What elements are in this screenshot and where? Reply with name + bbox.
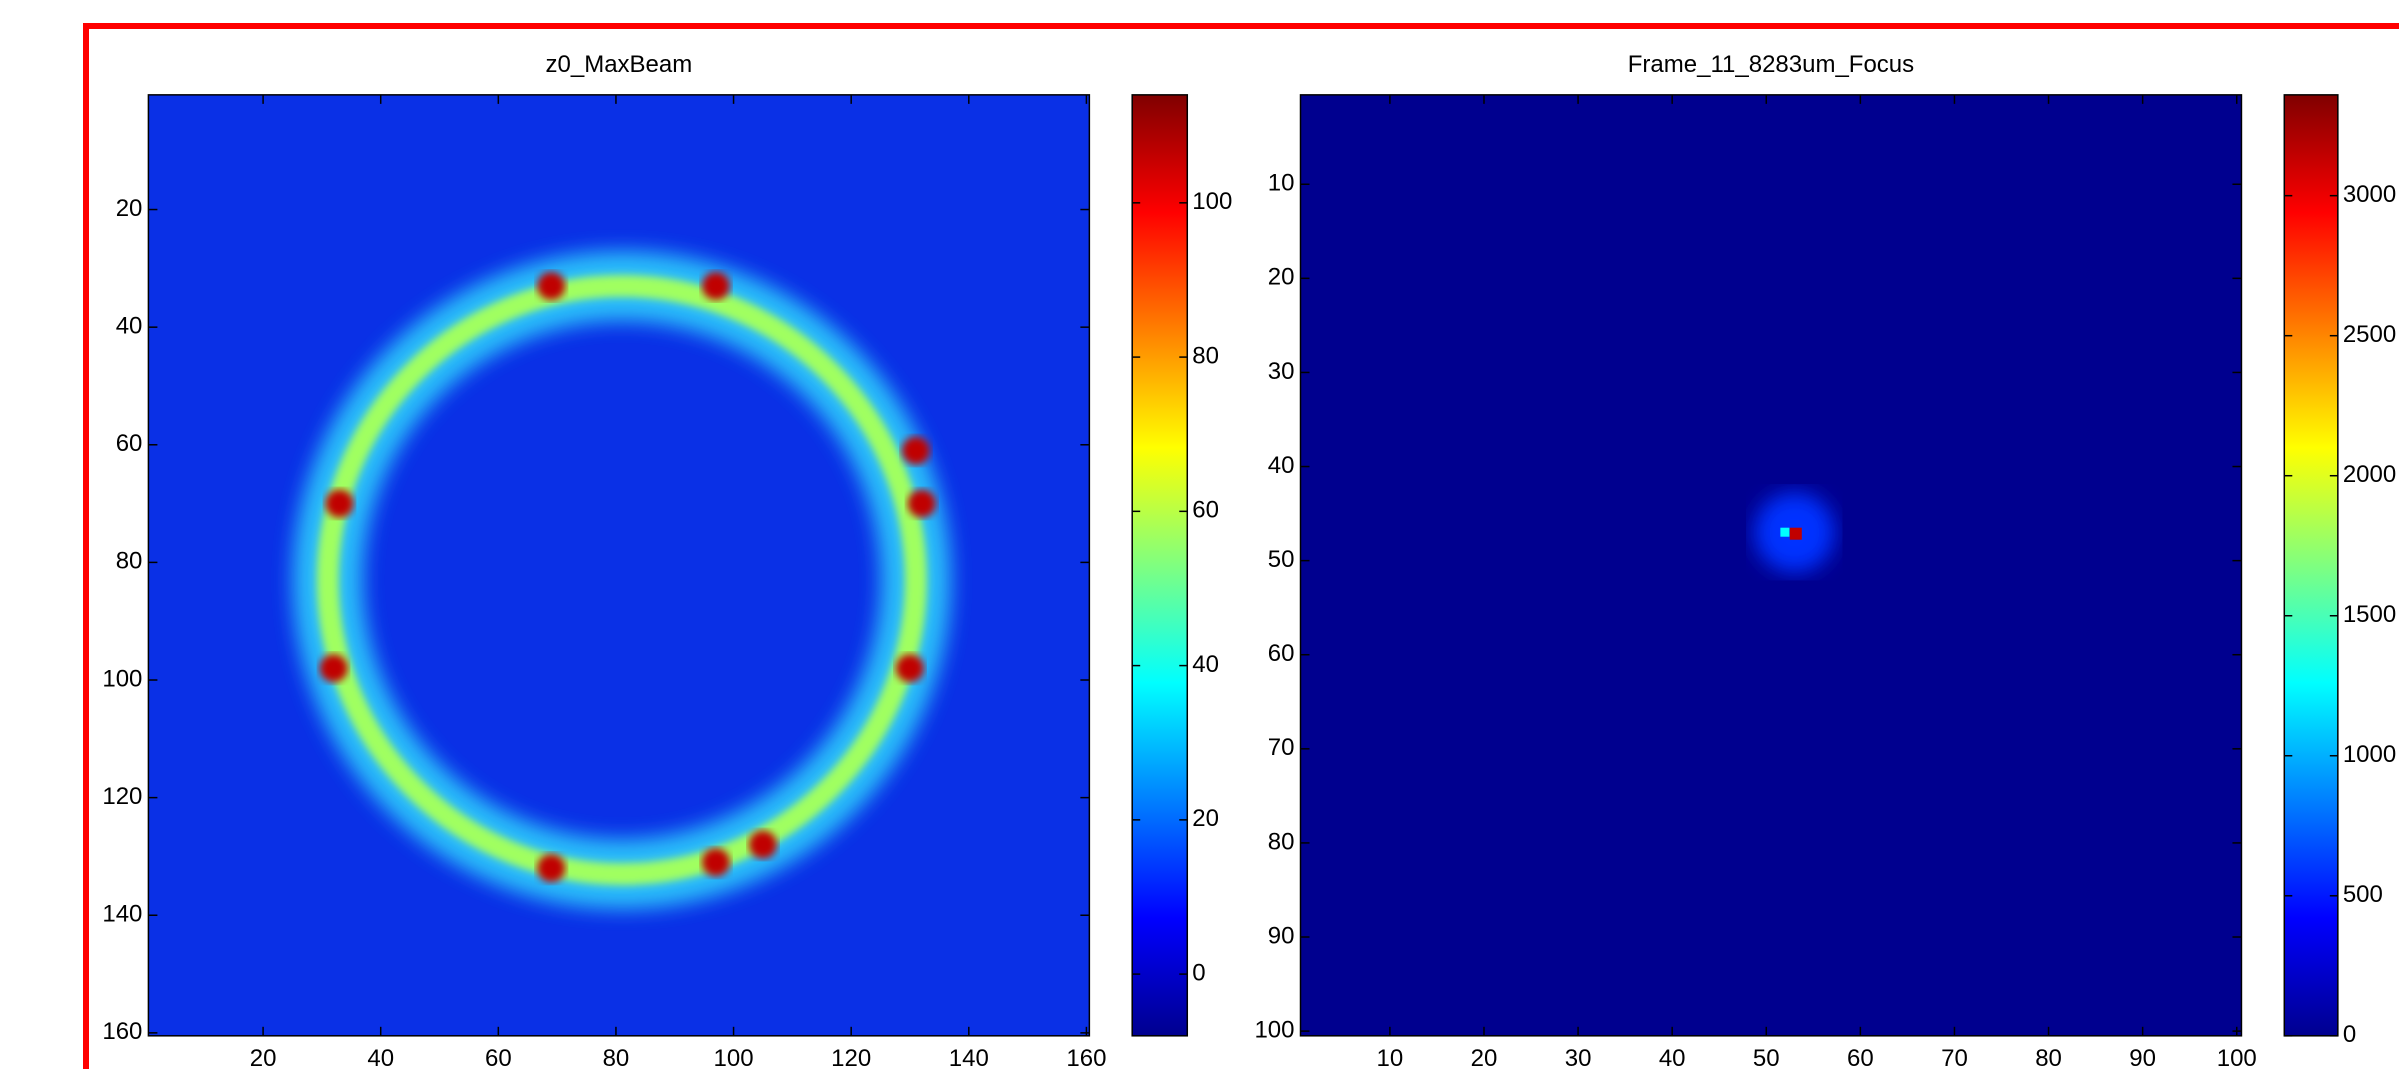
y-tick-label: 30 <box>1268 358 1295 385</box>
y-tick-label: 40 <box>116 313 143 340</box>
colorbar-tick-label: 500 <box>2343 881 2383 908</box>
axes-box <box>1299 94 2243 1037</box>
hot-spot <box>701 848 730 877</box>
y-tick-label: 120 <box>102 783 142 810</box>
y-tick-label: 80 <box>116 548 143 575</box>
heatmap-image <box>292 250 951 910</box>
hot-spot <box>319 654 348 683</box>
x-tick-label: 70 <box>1941 1045 1968 1069</box>
heatmap-image <box>1754 492 1835 573</box>
colorbar-tick-label: 2500 <box>2343 321 2396 348</box>
y-tick-label: 140 <box>102 901 142 928</box>
colorbar <box>1131 94 1189 1037</box>
colorbar-tick-label: 20 <box>1192 805 1219 832</box>
colorbar-tick-label: 1500 <box>2343 601 2396 628</box>
selection-frame <box>83 23 2399 1074</box>
hot-spot <box>895 654 924 683</box>
x-tick-label: 100 <box>2217 1045 2257 1069</box>
colorbar-tick-label: 60 <box>1192 497 1219 524</box>
x-tick-label: 20 <box>250 1045 277 1069</box>
x-tick-label: 160 <box>1066 1045 1106 1069</box>
hot-spot <box>537 854 566 883</box>
x-tick-label: 140 <box>949 1045 989 1069</box>
y-tick-label: 10 <box>1268 170 1295 197</box>
x-tick-label: 60 <box>485 1045 512 1069</box>
spot-px <box>1780 527 1790 537</box>
y-tick-label: 90 <box>1268 922 1295 949</box>
hot-spot <box>907 489 936 518</box>
hot-spot <box>537 271 566 300</box>
colorbar-tick-label: 0 <box>1192 959 1205 986</box>
x-tick-label: 80 <box>603 1045 630 1069</box>
x-tick-label: 90 <box>2129 1045 2156 1069</box>
x-tick-label: 40 <box>367 1045 394 1069</box>
hot-spot <box>325 489 354 518</box>
heatmap-background <box>1300 94 2242 1036</box>
hot-spot <box>901 436 930 465</box>
x-tick-label: 10 <box>1377 1045 1404 1069</box>
y-tick-label: 20 <box>116 195 143 222</box>
y-tick-label: 100 <box>1254 1016 1294 1043</box>
hot-spot <box>748 830 777 859</box>
spot-core <box>1789 527 1802 540</box>
colorbar-tick-label: 100 <box>1192 188 1232 215</box>
x-tick-label: 120 <box>831 1045 871 1069</box>
y-tick-label: 60 <box>1268 640 1295 667</box>
colorbar-tick-label: 2000 <box>2343 461 2396 488</box>
y-tick-label: 100 <box>102 665 142 692</box>
y-tick-label: 60 <box>116 430 143 457</box>
x-tick-label: 100 <box>714 1045 754 1069</box>
colorbar-tick-label: 1000 <box>2343 741 2396 768</box>
axes-box <box>147 94 1091 1037</box>
chart-title: z0_MaxBeam <box>546 51 693 78</box>
chart-title: Frame_11_8283um_Focus <box>1628 51 1914 78</box>
ring <box>316 274 927 886</box>
x-tick-label: 80 <box>2035 1045 2062 1069</box>
hot-spot <box>701 271 730 300</box>
x-tick-label: 50 <box>1753 1045 1780 1069</box>
y-tick-label: 160 <box>102 1018 142 1045</box>
y-tick-label: 80 <box>1268 828 1295 855</box>
x-tick-label: 40 <box>1659 1045 1686 1069</box>
x-tick-label: 30 <box>1565 1045 1592 1069</box>
y-tick-label: 50 <box>1268 546 1295 573</box>
colorbar <box>2283 94 2339 1037</box>
y-tick-label: 40 <box>1268 452 1295 479</box>
colorbar-tick-label: 3000 <box>2343 181 2396 208</box>
x-tick-label: 60 <box>1847 1045 1874 1069</box>
x-tick-label: 20 <box>1471 1045 1498 1069</box>
colorbar-tick-label: 80 <box>1192 342 1219 369</box>
colorbar-tick-label: 40 <box>1192 651 1219 678</box>
y-tick-label: 20 <box>1268 264 1295 291</box>
y-tick-label: 70 <box>1268 734 1295 761</box>
colorbar-tick-label: 0 <box>2343 1021 2356 1048</box>
